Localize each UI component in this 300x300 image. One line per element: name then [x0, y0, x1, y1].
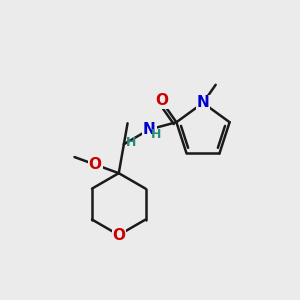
- Text: N: N: [196, 95, 209, 110]
- Text: H: H: [126, 136, 136, 149]
- Text: O: O: [89, 157, 102, 172]
- Text: O: O: [112, 227, 125, 242]
- Text: H: H: [151, 128, 161, 141]
- Text: O: O: [155, 93, 169, 108]
- Text: N: N: [143, 122, 156, 137]
